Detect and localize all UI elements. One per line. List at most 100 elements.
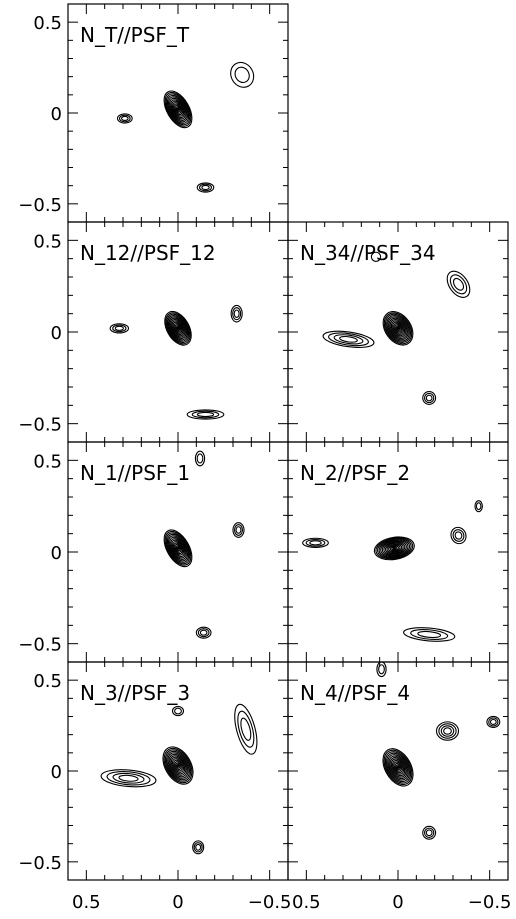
peak-marker [176, 546, 180, 550]
y-tick-label: −0.5 [18, 853, 62, 874]
contour-level [395, 325, 401, 332]
panel-34: N_34//PSF_34 [287, 221, 509, 443]
contour-level [392, 321, 404, 335]
contour-level [386, 315, 410, 342]
contour-level [383, 749, 413, 786]
panel-title: N_4//PSF_4 [300, 681, 410, 705]
contour-group [322, 251, 471, 405]
y-tick-label: 0.5 [33, 231, 62, 252]
contour-level [233, 309, 240, 318]
panel-1: N_1//PSF_1 [67, 441, 289, 663]
panel-title: N_3//PSF_3 [80, 681, 190, 705]
y-tick-label: 0.5 [33, 451, 62, 472]
contour-level [199, 629, 208, 636]
contour-level [186, 409, 225, 420]
contour-level [170, 756, 186, 775]
peak-marker [396, 326, 400, 330]
contour-level [121, 115, 129, 122]
contour-level [394, 762, 402, 772]
y-tick-label: 0 [51, 543, 62, 564]
contour-level [389, 545, 400, 552]
contour-group [109, 304, 243, 420]
contour-level [164, 749, 192, 782]
contour-level [328, 332, 369, 347]
contour-level [166, 750, 190, 781]
contour-level [197, 628, 210, 638]
contour-level [387, 316, 409, 341]
contour-level [393, 323, 403, 334]
contour-level [375, 537, 414, 560]
contour-level [165, 93, 191, 126]
contour-level [383, 312, 413, 345]
contour-level [449, 274, 468, 295]
contour-level [163, 747, 193, 784]
contour-level [489, 718, 497, 725]
axis-ticks [68, 222, 288, 442]
contour-level [235, 526, 242, 534]
y-tick-label: −0.5 [18, 415, 62, 436]
axis-ticks [288, 662, 508, 880]
contour-level [196, 182, 215, 193]
panel-T: N_T//PSF_T [67, 3, 289, 223]
contour-level [169, 317, 187, 340]
contour-level [452, 529, 465, 542]
contour-level [425, 394, 433, 402]
contour-level [169, 755, 187, 776]
contour-level [174, 105, 182, 114]
contour-level [234, 703, 258, 755]
contour-level [384, 313, 412, 343]
panel-title: N_34//PSF_34 [300, 241, 436, 265]
contour-level [389, 319, 407, 338]
contour-level [118, 114, 131, 123]
contour-level [425, 829, 433, 837]
contour-level [376, 662, 387, 678]
contour-level [440, 725, 455, 737]
contour-level [423, 392, 435, 404]
contour-level [438, 723, 457, 739]
contour-level [170, 318, 186, 338]
contour-level [166, 313, 190, 344]
x-tick-label: 0.5 [72, 892, 101, 913]
contour-level [168, 316, 188, 341]
peak-marker [176, 107, 180, 111]
contour-group [302, 500, 483, 642]
contour-level [230, 61, 255, 88]
contour-level [384, 542, 404, 554]
contour-level [417, 630, 442, 639]
contour-level [167, 314, 189, 342]
y-tick-label: 0 [51, 762, 62, 783]
contour-level [174, 761, 182, 770]
contour-level [168, 753, 188, 778]
contour-level [386, 543, 403, 554]
axis-ticks [68, 4, 288, 222]
contour-level [192, 840, 205, 855]
contour-level [305, 538, 326, 547]
contour-level [339, 335, 358, 343]
contour-level [488, 717, 499, 727]
panel-3: N_3//PSF_3 [67, 661, 289, 881]
contour-level [233, 524, 244, 536]
contour-level [196, 453, 204, 464]
contour-level [195, 626, 212, 639]
contour-level [116, 113, 133, 124]
contour-level [391, 760, 405, 775]
contour-level [100, 769, 157, 788]
contour-level [450, 526, 467, 545]
contour-level [114, 325, 124, 331]
contour-level [388, 755, 408, 780]
contour-level [118, 774, 139, 782]
contour-level [230, 304, 243, 323]
contour-level [383, 541, 406, 555]
contour-level [163, 529, 193, 568]
contour-level [393, 761, 403, 774]
contour-level [173, 759, 183, 772]
contour-level [395, 764, 401, 771]
contour-level [390, 758, 406, 777]
contour-level [382, 748, 414, 787]
contour-level [165, 312, 191, 345]
contour-level [194, 450, 206, 467]
y-tick-label: 0 [51, 323, 62, 344]
contour-level [387, 754, 409, 781]
contour-level [164, 310, 192, 346]
contour-level [173, 103, 183, 116]
